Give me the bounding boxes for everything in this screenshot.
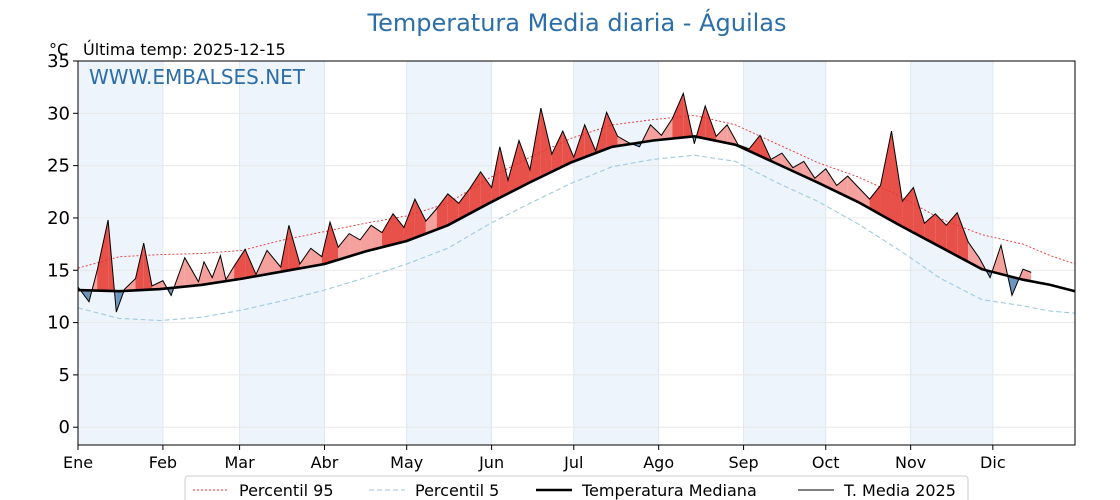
anomaly-above-segment <box>716 124 728 144</box>
anomaly-above-segment <box>880 131 892 221</box>
last-temp-label: Última temp: 2025-12-15 <box>83 40 286 59</box>
x-axis: Ene Feb Mar Abr May Jun Jul Ago Sep Oct Nov Dic <box>63 445 1006 472</box>
series-lines <box>77 91 1076 322</box>
x-tick-label-may: May <box>390 453 423 472</box>
legend-label-temperatura-mediana: Temperatura Mediana <box>581 481 757 500</box>
anomaly-above-segment <box>425 208 437 234</box>
anomaly-above-segment <box>518 140 530 188</box>
anomaly-above-segment <box>329 222 339 263</box>
month-shade-jul <box>573 61 659 445</box>
anomaly-above-segment <box>480 171 492 208</box>
x-tick-label-oct: Oct <box>812 453 840 472</box>
chart-title: Temperatura Media diaria - Águilas <box>366 8 786 37</box>
anomaly-above-segment <box>266 250 281 275</box>
anomaly-above-segment <box>869 185 881 215</box>
x-tick-label-ago: Ago <box>643 453 674 472</box>
y-tick-label-5: 5 <box>59 365 70 386</box>
y-tick-label-10: 10 <box>47 313 70 334</box>
anomaly-above-segment <box>392 213 404 245</box>
line-percentil-95 <box>77 114 1076 269</box>
anomaly-above-segment <box>151 280 163 290</box>
x-tick-label-sep: Sep <box>729 453 759 472</box>
x-tick-label-mar: Mar <box>225 453 256 472</box>
anomaly-above-segment <box>650 124 662 141</box>
anomaly-above-segment <box>403 199 415 242</box>
anomaly-above-segment <box>382 213 393 248</box>
legend-box <box>184 475 969 500</box>
month-shade-sep <box>743 61 826 445</box>
anomaly-above-segment <box>913 187 925 239</box>
y-tick-label-35: 35 <box>47 51 70 72</box>
plot-background <box>77 60 1075 445</box>
anomaly-above-segment <box>458 188 470 220</box>
anomaly-above-segment <box>234 249 246 280</box>
anomaly-above-segment <box>661 118 673 140</box>
x-tick-label-nov: Nov <box>895 453 926 472</box>
watermark: WWW.EMBALSES.NET <box>89 65 306 89</box>
y-axis-unit: °C <box>49 40 68 59</box>
month-shade-may <box>406 61 492 445</box>
anomaly-above-segment <box>184 257 199 287</box>
x-tick-label-jun: Jun <box>478 453 504 472</box>
anomaly-above-segment <box>606 112 618 149</box>
legend-label-percentil-5: Percentil 5 <box>415 481 499 500</box>
anomaly-fills <box>78 93 1032 313</box>
anomaly-above-segment <box>371 225 383 251</box>
y-tick-label-15: 15 <box>47 260 70 281</box>
anomaly-above-segment <box>540 108 552 178</box>
line-temperatura-mediana <box>77 134 1076 293</box>
x-tick-label-jul: Jul <box>563 453 583 472</box>
anomaly-above-segment <box>508 140 519 194</box>
anomaly-above-segment <box>469 171 481 214</box>
anomaly-above-segment <box>847 176 859 203</box>
plot-frame <box>77 60 1076 446</box>
legend-label-t-media-2025: T. Media 2025 <box>843 481 956 500</box>
month-shade-ene <box>78 61 163 445</box>
legend: Percentil 95 Percentil 5 Temperatura Media… <box>184 475 969 500</box>
anomaly-above-segment <box>349 233 361 257</box>
anomaly-above-segment <box>946 212 958 257</box>
anomaly-above-segment <box>825 168 837 192</box>
y-tick-label-25: 25 <box>47 156 70 177</box>
anomaly-above-segment <box>957 212 969 262</box>
y-tick-label-20: 20 <box>47 208 70 229</box>
anomaly-above-segment <box>310 248 322 267</box>
anomaly-above-segment <box>1022 269 1032 282</box>
anomaly-above-segment <box>338 233 350 260</box>
anomaly-above-segment <box>770 153 782 167</box>
anomaly-above-segment <box>529 108 541 183</box>
anomaly-above-segment <box>212 255 221 284</box>
anomaly-above-segment <box>891 131 903 227</box>
x-tick-label-dic: Dic <box>980 453 1006 472</box>
anomaly-above-segment <box>968 242 980 268</box>
anomaly-above-segment <box>203 261 213 285</box>
anomaly-above-segment <box>562 131 574 167</box>
anomaly-above-segment <box>97 220 109 291</box>
x-tick-label-feb: Feb <box>149 453 177 472</box>
anomaly-above-segment <box>436 193 448 230</box>
anomaly-above-segment <box>299 248 311 269</box>
anomaly-above-segment <box>672 93 684 139</box>
y-tick-label-30: 30 <box>47 103 70 124</box>
y-axis: 0 5 10 15 20 25 30 35 <box>47 51 78 438</box>
line-t-media-2025 <box>77 91 1032 313</box>
x-tick-label-abr: Abr <box>311 453 339 472</box>
anomaly-above-segment <box>499 146 509 198</box>
anomaly-above-segment <box>902 187 914 233</box>
x-tick-label-ene: Ene <box>63 453 93 472</box>
anomaly-above-segment <box>360 225 372 254</box>
anomaly-above-segment <box>792 161 804 177</box>
anomaly-above-segment <box>135 243 144 291</box>
y-tick-label-0: 0 <box>59 417 70 438</box>
anomaly-above-segment <box>551 131 563 172</box>
legend-label-percentil-95: Percentil 95 <box>239 481 334 500</box>
anomaly-above-segment <box>414 199 426 238</box>
